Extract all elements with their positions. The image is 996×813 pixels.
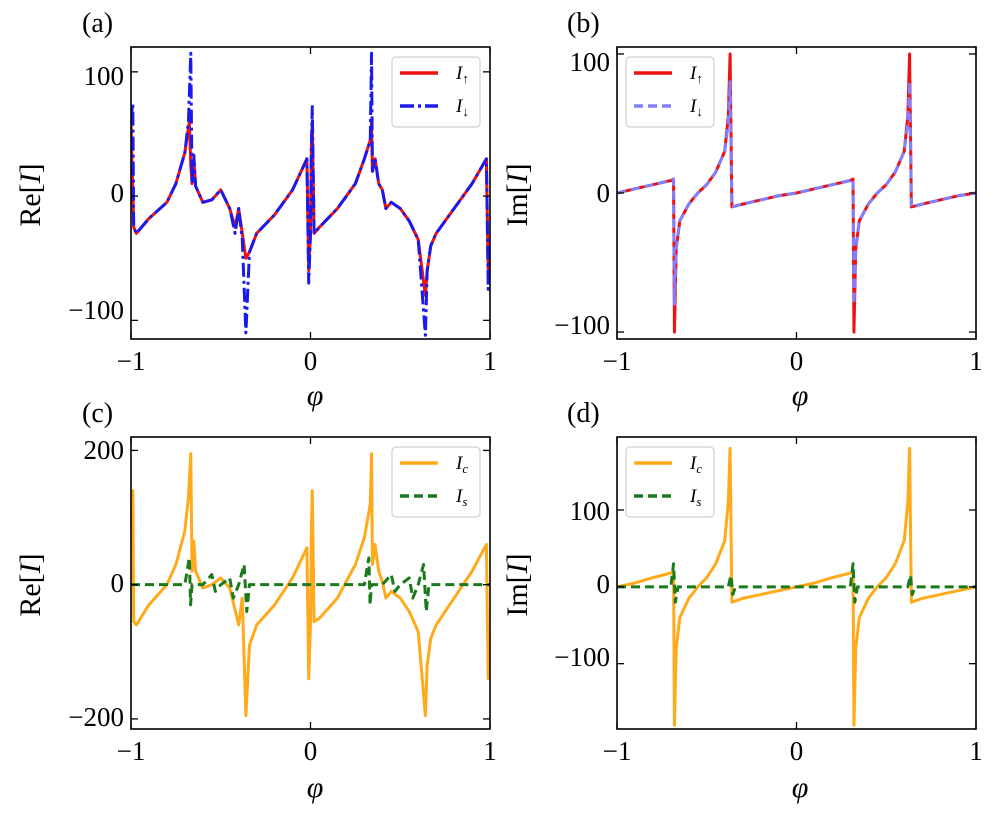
series-group-b <box>617 52 976 334</box>
x-tick-label-d-1: 0 <box>790 736 804 766</box>
series-line-d-1 <box>617 562 976 604</box>
series-group-c <box>131 452 490 718</box>
x-tick-label-a-2: 1 <box>483 346 497 376</box>
legend-label-b-1: I↓ <box>689 96 703 119</box>
ticks-b <box>616 47 977 339</box>
series-group-d <box>617 447 976 727</box>
x-tick-label-d-2: 1 <box>969 736 983 766</box>
legend-d: Ic Is <box>625 446 715 518</box>
legend-label-a-0: I↑ <box>455 63 469 86</box>
plot-area-a <box>130 46 491 340</box>
x-tick-label-b-2: 1 <box>969 346 983 376</box>
series-group-a <box>131 51 490 337</box>
legend-b: I↑ I↓ <box>625 56 715 128</box>
y-tick-label-b-0: −100 <box>554 310 610 340</box>
ticks-d <box>616 437 977 729</box>
panel-label-b: (b) <box>567 8 600 39</box>
y-tick-label-c-1: 0 <box>111 568 125 598</box>
plot-area-d <box>616 436 977 730</box>
legend-label-d-0: Ic <box>689 453 702 476</box>
ticks-c <box>130 437 491 729</box>
y-tick-label-c-0: −200 <box>68 702 124 732</box>
ticks-a <box>130 47 491 339</box>
panel-d: (d) −1 0 1 −100 0 100 φ Im[I] Ic Is <box>501 398 983 804</box>
y-tick-label-d-0: −100 <box>554 642 610 672</box>
x-axis-label-d: φ <box>792 771 809 804</box>
y-tick-label-b-1: 0 <box>597 178 611 208</box>
y-tick-label-a-2: 100 <box>84 61 125 91</box>
y-tick-label-a-1: 0 <box>111 178 125 208</box>
legend-c: Ic Is <box>391 446 481 518</box>
y-axis-label-a: Re[I] <box>14 163 47 226</box>
y-tick-label-d-2: 100 <box>570 496 611 526</box>
y-tick-label-b-2: 100 <box>570 47 611 77</box>
panel-c: (c) −1 0 1 −200 0 200 φ Re[I] Ic Is <box>14 398 497 804</box>
x-axis-label-c: φ <box>307 771 324 804</box>
x-tick-label-c-2: 1 <box>483 736 497 766</box>
x-tick-label-b-1: 0 <box>790 346 804 376</box>
legend-label-d-1: Is <box>689 486 701 509</box>
legend-label-c-0: Ic <box>455 453 468 476</box>
y-tick-label-c-2: 200 <box>84 435 125 465</box>
legend-label-a-1: I↓ <box>455 96 469 119</box>
panel-b: (b) −1 0 1 −100 0 100 φ Im[I] I↑ I↓ <box>501 8 983 412</box>
y-tick-label-d-1: 0 <box>597 569 611 599</box>
y-axis-label-d: Im[I] <box>501 553 534 616</box>
panel-label-c: (c) <box>82 398 113 429</box>
legend-label-b-0: I↑ <box>689 63 703 86</box>
x-tick-label-c-1: 0 <box>304 736 318 766</box>
panel-label-a: (a) <box>82 8 113 39</box>
x-tick-label-b-0: −1 <box>603 346 632 376</box>
y-axis-label-b: Im[I] <box>501 163 534 226</box>
legend-a: I↑ I↓ <box>391 56 481 128</box>
panel-label-d: (d) <box>567 398 600 429</box>
plot-area-b <box>616 46 977 340</box>
legend-label-c-1: Is <box>455 486 467 509</box>
x-tick-label-a-0: −1 <box>117 346 146 376</box>
plot-area-c <box>130 436 491 730</box>
y-axis-label-c: Re[I] <box>14 553 47 616</box>
x-axis-label-a: φ <box>307 379 324 412</box>
x-tick-label-a-1: 0 <box>304 346 318 376</box>
x-tick-label-d-0: −1 <box>603 736 632 766</box>
x-axis-label-b: φ <box>792 379 809 412</box>
series-line-c-1 <box>131 556 490 614</box>
series-line-a-1 <box>131 51 490 337</box>
y-tick-label-a-0: −100 <box>68 295 124 325</box>
x-tick-label-c-0: −1 <box>117 736 146 766</box>
series-line-b-1 <box>617 80 976 306</box>
series-line-c-0 <box>131 452 490 718</box>
panel-a: (a) −1 0 1 −100 0 100 φ Re[I] I↑ I↓ <box>14 8 497 412</box>
